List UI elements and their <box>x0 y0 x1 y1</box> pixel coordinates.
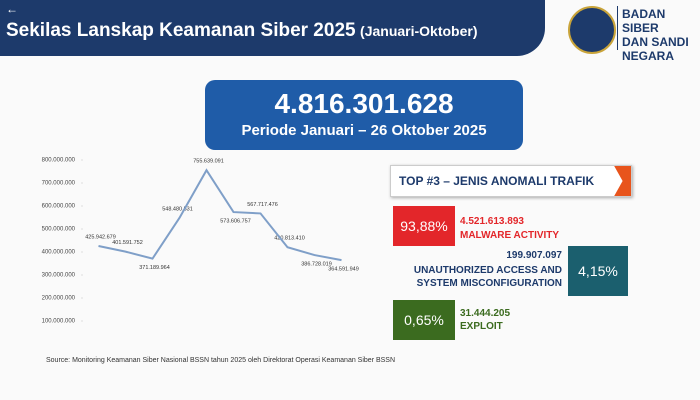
y-tick-label: 400.000.000 <box>42 250 76 256</box>
total-period: Periode Januari – 26 Oktober 2025 <box>241 122 487 139</box>
header-bar <box>0 0 545 56</box>
data-label: 755.639.091 <box>193 159 224 165</box>
count: 199.907.097 <box>506 250 562 261</box>
data-label: 371.189.964 <box>139 265 170 271</box>
back-button[interactable]: ← <box>6 2 18 16</box>
data-label: 401.591.752 <box>112 240 143 246</box>
org-line: BADAN SIBER <box>622 7 666 35</box>
line-chart: 100.000.000 200.000.000 300.000.000 400.000… <box>42 158 359 325</box>
label: EXPLOIT <box>460 321 503 332</box>
y-tick-label: 100.000.000 <box>42 319 76 325</box>
total-box: 4.816.301.628 Periode Januari – 26 Oktob… <box>205 80 523 150</box>
data-label: 425.942.679 <box>85 234 116 240</box>
y-tick-label: 600.000.000 <box>42 204 76 210</box>
data-label: 386.728.019 <box>301 262 332 268</box>
line <box>98 168 342 262</box>
data-label: 364.591.949 <box>328 267 359 273</box>
percent-box: 93,88% <box>393 206 455 246</box>
percent-box: 0,65% <box>393 300 455 340</box>
y-tick-label: 200.000.000 <box>42 296 76 302</box>
data-label: 548.480.531 <box>162 206 193 212</box>
y-tick-label: 300.000.000 <box>42 273 76 279</box>
anomali-title-box: TOP #3 – JENIS ANOMALI TRAFIK <box>390 165 632 197</box>
divider <box>617 6 618 50</box>
org-name: BADAN SIBER DAN SANDI NEGARA <box>622 7 700 63</box>
y-tick-label: 500.000.000 <box>42 227 76 233</box>
org-line: DAN SANDI <box>622 35 689 49</box>
data-label: 420.813.410 <box>274 236 305 242</box>
header-title: Sekilas Lanskap Keamanan Siber 2025 <box>6 20 356 41</box>
label: UNAUTHORIZED ACCESS AND SYSTEM MISCONFIG… <box>413 265 562 289</box>
y-tick-label: 700.000.000 <box>42 181 76 187</box>
y-tick-label: 800.000.000 <box>42 158 76 164</box>
count: 31.444.205 <box>460 308 511 319</box>
count: 4.521.613.893 <box>460 216 524 227</box>
percent-box: 4,15% <box>568 246 628 296</box>
label: MALWARE ACTIVITY <box>460 230 560 241</box>
data-label: 567.717.476 <box>247 202 278 208</box>
total-value: 4.816.301.628 <box>274 88 454 119</box>
header-title-row: Sekilas Lanskap Keamanan Siber 2025 (Jan… <box>6 20 478 42</box>
anomali-title: TOP #3 – JENIS ANOMALI TRAFIK <box>399 174 595 188</box>
data-label: 573.606.757 <box>220 219 251 225</box>
header-subtitle: (Januari-Oktober) <box>360 23 478 39</box>
chevron <box>614 166 631 196</box>
logo <box>568 6 616 54</box>
source: Source: Monitoring Keamanan Siber Nasion… <box>46 357 396 364</box>
org-line: NEGARA <box>622 49 675 63</box>
